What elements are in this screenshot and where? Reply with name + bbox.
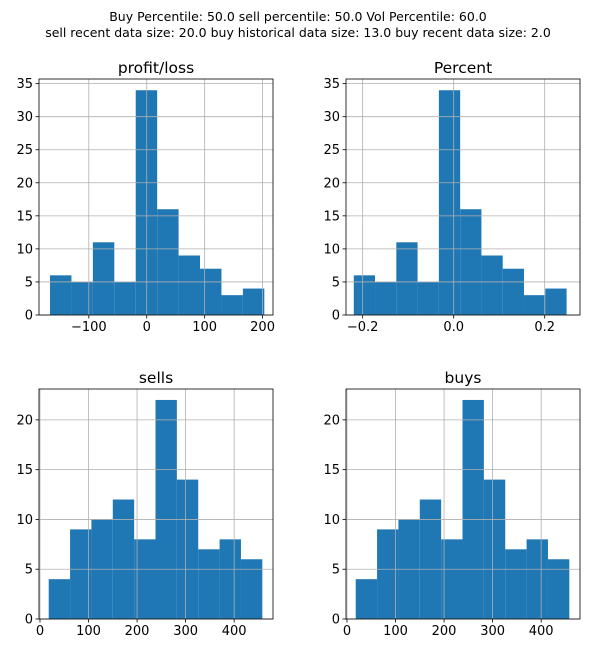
profit-loss-xtick-label-0: −100	[71, 320, 107, 335]
percent-ytick-label-1: 5	[332, 275, 340, 290]
profit-loss-bar-0	[50, 275, 72, 315]
panel-buys: 0 100 200 300 400 0 5 10 15 20 buys	[323, 369, 581, 639]
sells-xtick-label-4: 400	[222, 624, 247, 639]
percent-bar-6	[481, 255, 503, 315]
percent-bar-7	[502, 268, 524, 315]
profit-loss-bar-6	[178, 255, 201, 315]
sells-bar-6	[176, 479, 199, 619]
profit-loss-bar-9	[242, 288, 265, 315]
sells-bar-4	[134, 539, 156, 619]
profit-loss-ytick-label-1: 5	[25, 275, 33, 290]
buys-bar-6	[483, 479, 506, 619]
percent-ytick-label-0: 0	[332, 309, 340, 324]
percent-ytick-label-3: 15	[323, 209, 340, 224]
buys-bar-9	[547, 559, 570, 619]
profit-loss-xtick-label-3: 200	[250, 320, 275, 335]
sells-ytick-label-2: 10	[16, 513, 33, 528]
sells-bar-1	[70, 529, 92, 619]
profit-loss-ytick-label-5: 25	[16, 143, 33, 158]
suptitle-line-1: Buy Percentile: 50.0 sell percentile: 50…	[109, 9, 487, 24]
sells-xtick-label-2: 200	[125, 624, 150, 639]
sells-xtick-label-0: 0	[36, 624, 44, 639]
profit-loss-xtick-label-1: 0	[143, 320, 151, 335]
panel-profit-loss: −100 0 100 200 0 5 10 15 20 25 30 35 profit/loss	[16, 59, 275, 335]
percent-xtick-label-1: 0.0	[443, 320, 464, 335]
percent-xtick-label-2: 0.2	[534, 320, 555, 335]
percent-bar-0	[353, 275, 376, 315]
percent-bar-5	[460, 209, 482, 315]
percent-title: Percent	[434, 59, 492, 77]
profit-loss-ytick-label-7: 35	[16, 77, 33, 92]
profit-loss-bar-3	[114, 281, 136, 315]
buys-ytick-label-1: 5	[332, 563, 340, 578]
profit-loss-title: profit/loss	[118, 59, 194, 77]
buys-bar-1	[377, 529, 399, 619]
sells-ytick-label-1: 5	[25, 563, 33, 578]
percent-bar-8	[523, 295, 546, 315]
profit-loss-xtick-label-2: 100	[192, 320, 217, 335]
profit-loss-axes-frame	[38, 78, 274, 316]
profit-loss-ytick-label-6: 30	[16, 110, 33, 125]
buys-ytick-label-4: 20	[323, 413, 340, 428]
panel-percent: −0.2 0.0 0.2 0 5 10 15 20 25 30 35 Percent	[323, 59, 581, 335]
buys-bar-5	[462, 399, 484, 619]
suptitle-line-2: sell recent data size: 20.0 buy historic…	[45, 25, 551, 40]
profit-loss-ytick-label-2: 10	[16, 242, 33, 257]
buys-bar-4	[441, 539, 463, 619]
buys-xtick-label-1: 100	[383, 624, 408, 639]
buys-axes-frame	[345, 388, 581, 620]
profit-loss-bar-8	[221, 295, 243, 315]
profit-loss-bar-2	[92, 242, 115, 315]
percent-bar-2	[396, 242, 418, 315]
profit-loss-ytick-label-4: 20	[16, 176, 33, 191]
sells-bar-0	[48, 579, 71, 619]
buys-ytick-label-3: 15	[323, 463, 340, 478]
buys-xtick-label-4: 400	[529, 624, 554, 639]
buys-xtick-label-0: 0	[343, 624, 351, 639]
profit-loss-bar-1	[71, 281, 93, 315]
sells-axes-frame	[38, 388, 274, 620]
sells-xtick-label-3: 300	[173, 624, 198, 639]
sells-bar-5	[155, 399, 177, 619]
percent-bar-4	[438, 90, 461, 315]
buys-bar-0	[355, 579, 378, 619]
buys-ytick-label-2: 10	[323, 513, 340, 528]
buys-bar-3	[419, 499, 442, 619]
sells-bar-3	[112, 499, 135, 619]
profit-loss-ytick-label-0: 0	[25, 309, 33, 324]
percent-axes-frame	[345, 78, 581, 316]
buys-ytick-label-0: 0	[332, 613, 340, 628]
buys-xtick-label-2: 200	[432, 624, 457, 639]
buys-title: buys	[445, 369, 482, 387]
percent-ytick-label-2: 10	[323, 242, 340, 257]
sells-bar-8	[219, 539, 241, 619]
percent-ytick-label-7: 35	[323, 77, 340, 92]
sells-xtick-label-1: 100	[76, 624, 101, 639]
percent-bar-1	[375, 281, 397, 315]
buys-bar-8	[526, 539, 548, 619]
buys-xtick-label-3: 300	[480, 624, 505, 639]
profit-loss-ytick-label-3: 15	[16, 209, 33, 224]
percent-bar-9	[545, 288, 567, 315]
profit-loss-bar-7	[200, 268, 222, 315]
sells-bar-7	[198, 549, 220, 619]
sells-ytick-label-4: 20	[16, 413, 33, 428]
percent-ytick-label-6: 30	[323, 110, 340, 125]
panel-sells: 0 100 200 300 400 0 5 10 15 20 sells	[16, 369, 274, 639]
profit-loss-bar-5	[157, 209, 179, 315]
sells-ytick-label-0: 0	[25, 613, 33, 628]
percent-ytick-label-5: 25	[323, 143, 340, 158]
sells-bar-9	[240, 559, 263, 619]
sells-ytick-label-3: 15	[16, 463, 33, 478]
buys-bar-7	[505, 549, 527, 619]
sells-title: sells	[139, 369, 173, 387]
percent-bar-3	[417, 281, 439, 315]
percent-ytick-label-4: 20	[323, 176, 340, 191]
percent-xtick-label-0: −0.2	[347, 320, 379, 335]
